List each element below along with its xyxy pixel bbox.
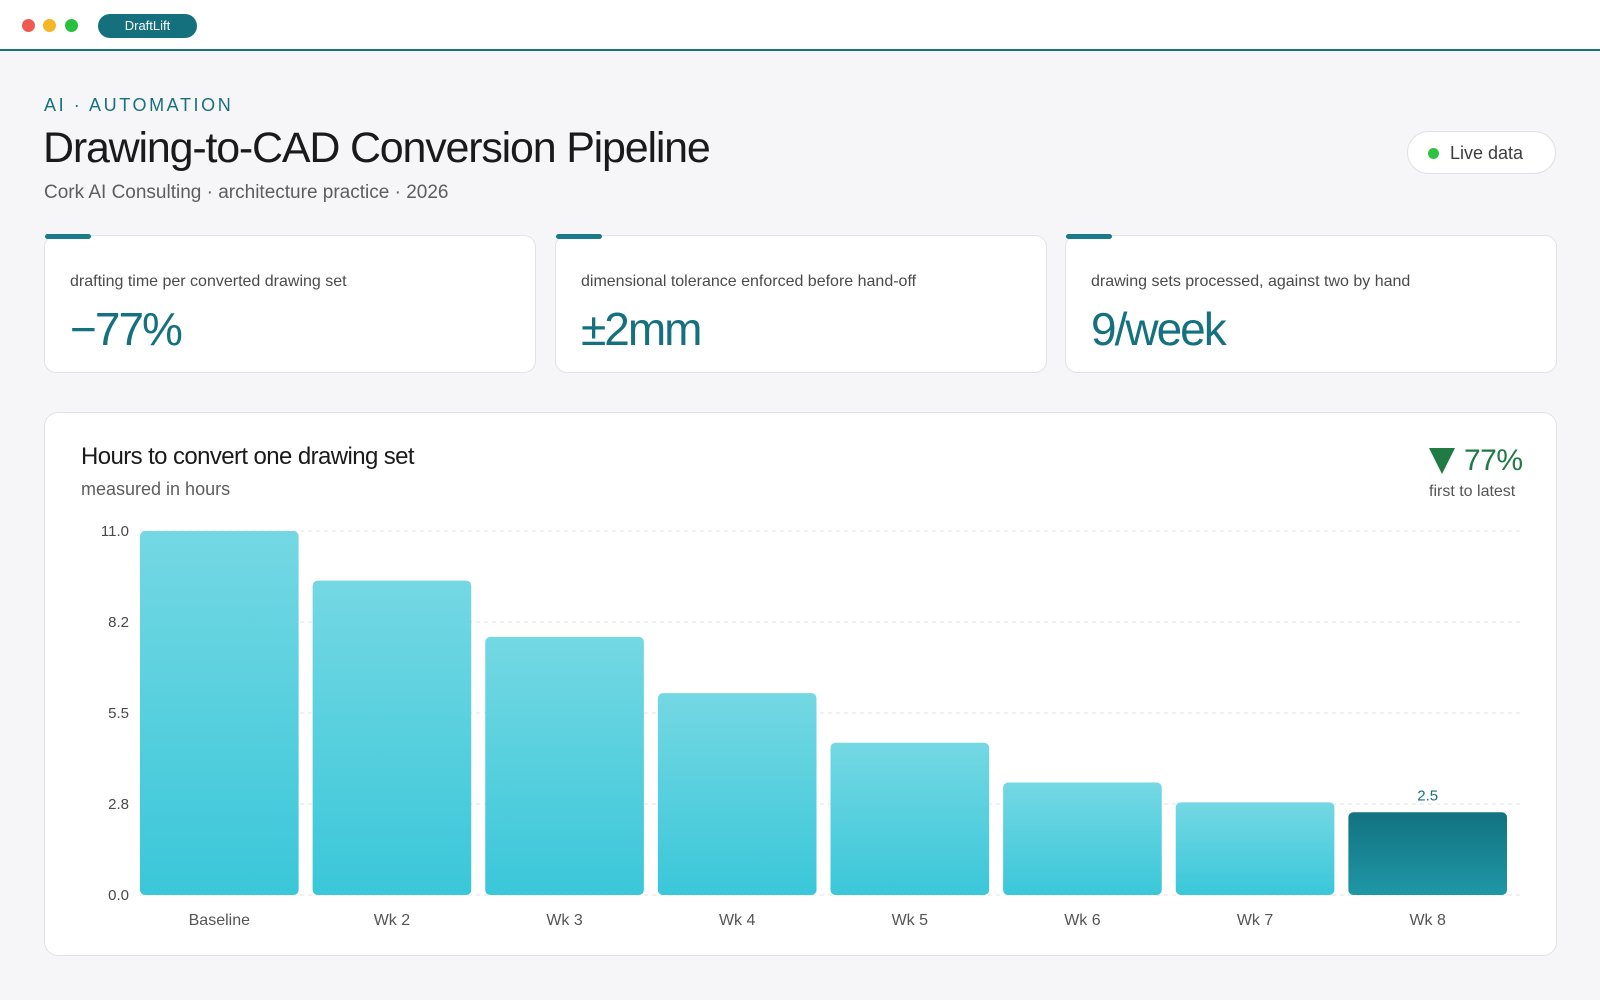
x-tick-label: Wk 4	[719, 912, 756, 929]
bar	[1175, 802, 1335, 895]
page-title: Drawing-to-CAD Conversion Pipeline	[43, 124, 711, 172]
app-name-tab[interactable]: DraftLift	[98, 14, 197, 38]
bar-chart: 0.0 2.8 5.5 8.2 11.0 Baseline Wk 2 Wk 3 Wk 4 Wk 5…	[101, 523, 1521, 929]
x-tick-label: Wk 7	[1237, 912, 1274, 929]
kpi-label: dimensional tolerance enforced before ha…	[581, 273, 917, 290]
y-tick-label: 0.0	[108, 887, 129, 904]
bar	[1348, 812, 1507, 895]
data-label: 2.5	[1417, 787, 1438, 804]
bar	[830, 742, 990, 895]
maximize-window-button[interactable]	[65, 19, 78, 32]
kpi-value: −77%	[70, 303, 183, 355]
x-tick-label: Wk 3	[546, 912, 583, 929]
x-tick-label: Wk 8	[1409, 912, 1446, 929]
kpi-value: 9/week	[1091, 303, 1227, 355]
kpi-label: drawing sets processed, against two by h…	[1091, 273, 1411, 290]
page-subtitle: Cork AI Consulting · architecture practi…	[44, 182, 449, 203]
change-indicator: 77%	[1429, 444, 1549, 477]
x-tick-label: Wk 2	[374, 912, 411, 929]
kpi-value: ±2mm	[581, 303, 702, 355]
down-arrow-icon	[1429, 448, 1455, 474]
window-titlebar: DraftLift	[0, 0, 1600, 51]
x-tick-label: Wk 6	[1064, 912, 1101, 929]
bar	[1003, 782, 1162, 895]
y-tick-label: 5.5	[108, 705, 129, 722]
y-tick-label: 2.8	[108, 796, 129, 813]
y-tick-label: 8.2	[108, 614, 129, 631]
page-eyebrow: AI · AUTOMATION	[44, 95, 234, 115]
kpi-accent-bar	[45, 234, 91, 239]
change-value: 77%	[1464, 444, 1523, 477]
kpi-card-throughput: drawing sets processed, against two by h…	[1065, 234, 1557, 373]
kpi-accent-bar	[1066, 234, 1112, 239]
x-tick-label: Baseline	[189, 912, 250, 929]
minimize-window-button[interactable]	[43, 19, 56, 32]
y-tick-label: 11.0	[101, 523, 129, 540]
chart-card: 0.0 2.8 5.5 8.2 11.0 Baseline Wk 2 Wk 3 Wk 4 Wk 5…	[44, 412, 1557, 956]
bar	[140, 531, 299, 895]
change-note: first to latest	[1429, 483, 1516, 500]
live-data-badge[interactable]: Live data	[1407, 131, 1556, 174]
bar	[657, 693, 817, 895]
kpi-label: drafting time per converted drawing set	[70, 273, 347, 290]
kpi-card-tolerance: dimensional tolerance enforced before ha…	[555, 234, 1047, 373]
bar	[485, 636, 644, 895]
x-tick-label: Wk 5	[892, 912, 929, 929]
kpi-card-drafting-time: drafting time per converted drawing set …	[44, 234, 536, 373]
chart-subtitle: measured in hours	[81, 479, 231, 499]
live-data-label: Live data	[1450, 143, 1524, 163]
live-status-icon	[1428, 148, 1439, 159]
kpi-accent-bar	[556, 234, 602, 239]
bar	[312, 580, 472, 895]
chart-title: Hours to convert one drawing set	[81, 443, 415, 470]
close-window-button[interactable]	[22, 19, 35, 32]
